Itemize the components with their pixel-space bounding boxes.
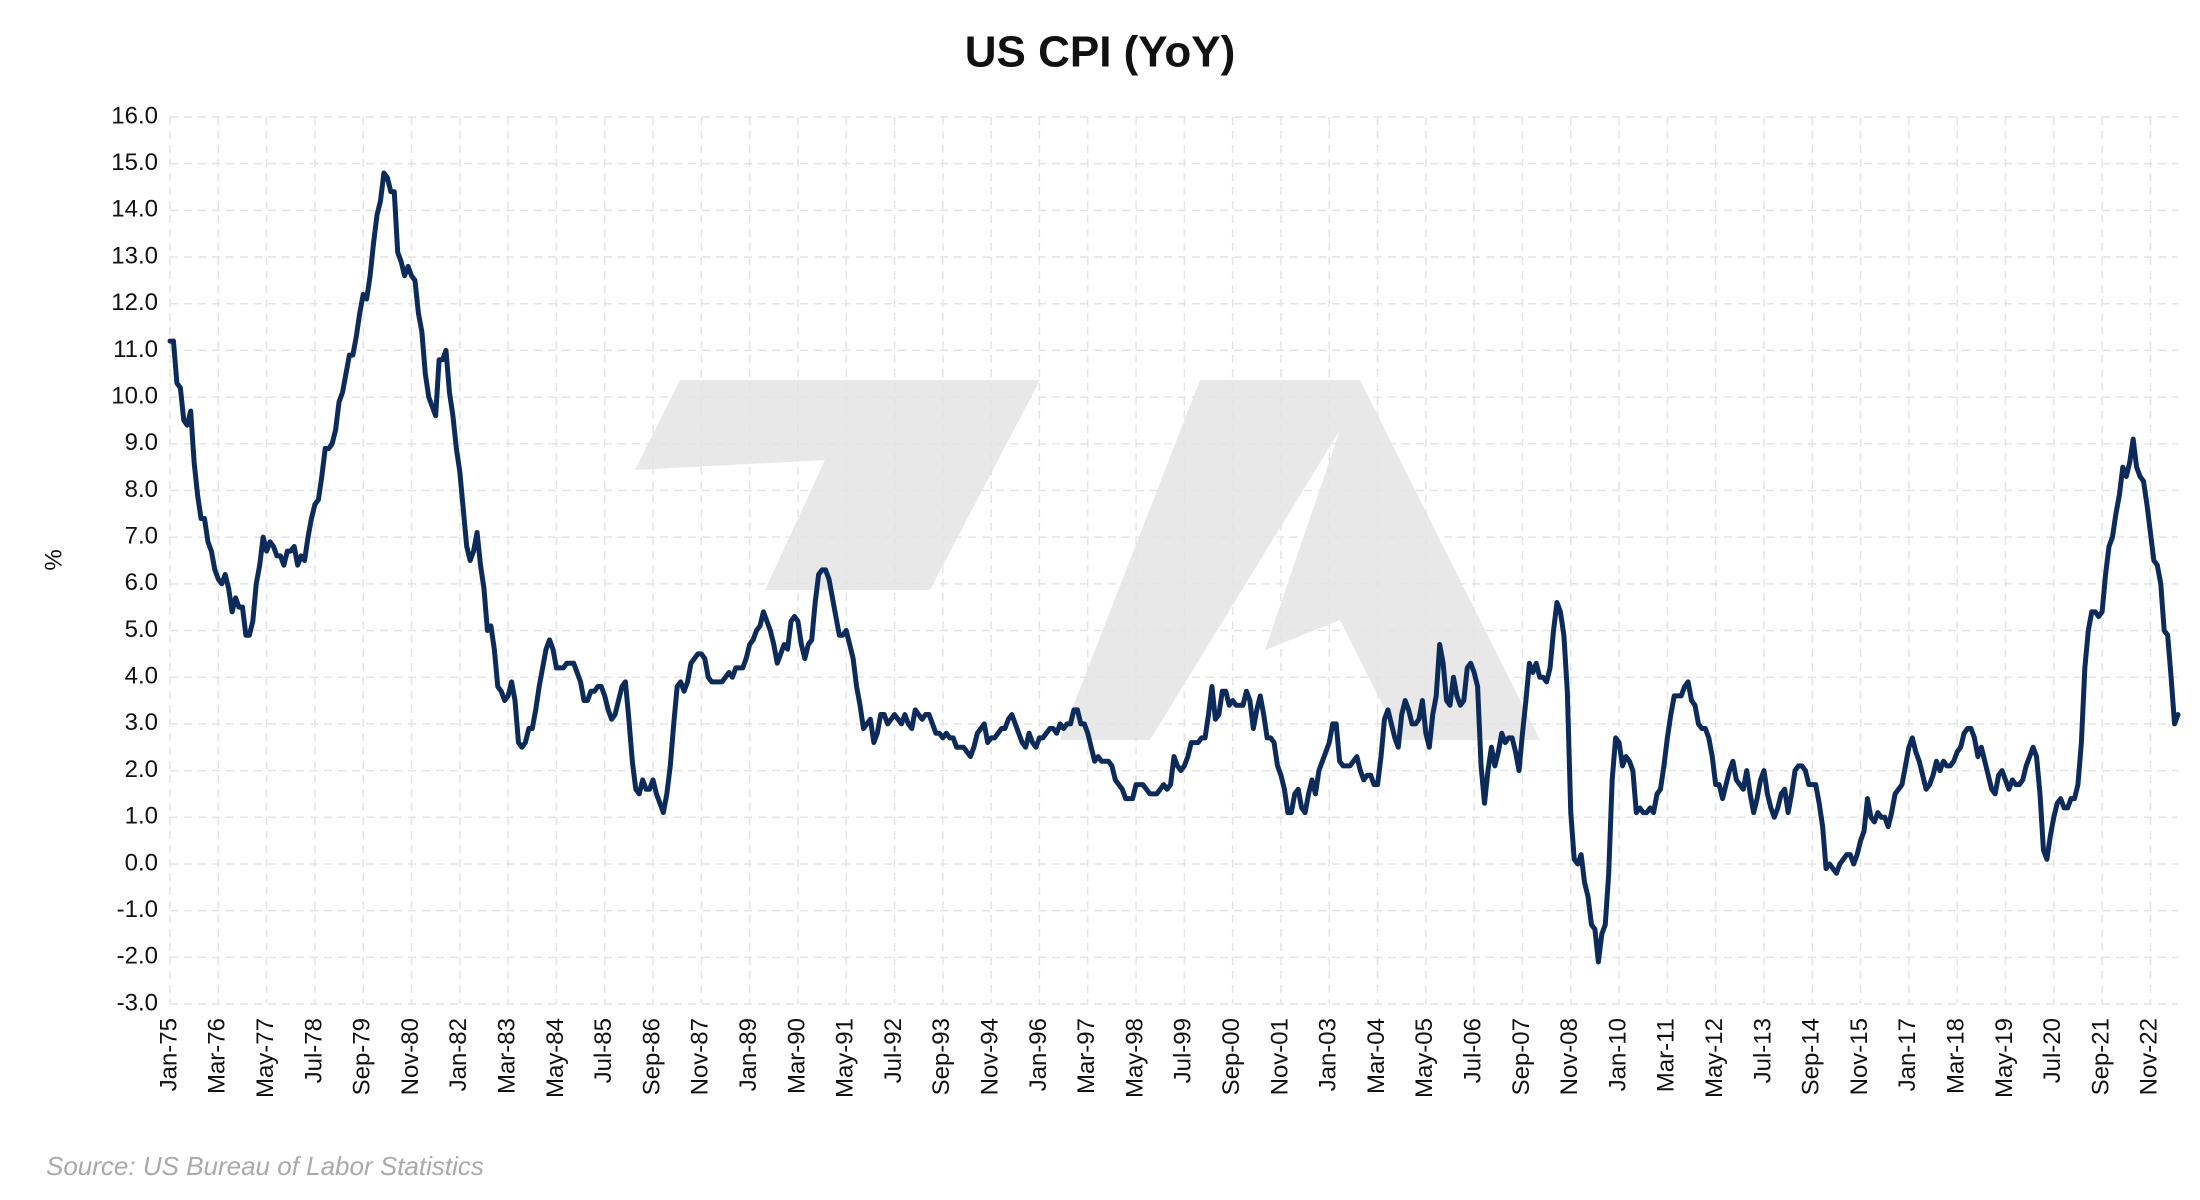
y-tick-label: 13.0 bbox=[111, 242, 158, 269]
x-tick-label: May-77 bbox=[252, 1018, 279, 1098]
x-tick-label: May-98 bbox=[1121, 1018, 1148, 1098]
x-tick-label: Sep-14 bbox=[1798, 1018, 1825, 1095]
x-tick-label: May-12 bbox=[1701, 1018, 1728, 1098]
x-tick-label: Mar-97 bbox=[1073, 1018, 1100, 1094]
x-tick-label: Jan-96 bbox=[1025, 1018, 1052, 1091]
x-tick-label: May-05 bbox=[1411, 1018, 1438, 1098]
watermark bbox=[635, 380, 1540, 740]
x-tick-label: Jul-13 bbox=[1749, 1018, 1776, 1083]
y-tick-label: 7.0 bbox=[125, 523, 158, 550]
x-tick-label: Nov-08 bbox=[1556, 1018, 1583, 1095]
watermark-shape bbox=[635, 380, 1040, 590]
x-tick-label: May-19 bbox=[1991, 1018, 2018, 1098]
y-tick-label: 5.0 bbox=[125, 616, 158, 643]
x-tick-label: Sep-86 bbox=[638, 1018, 665, 1095]
x-tick-label: Jan-89 bbox=[735, 1018, 762, 1091]
x-tick-label: Nov-01 bbox=[1266, 1018, 1293, 1095]
x-tick-label: Jan-10 bbox=[1604, 1018, 1631, 1091]
x-tick-label: Jan-75 bbox=[155, 1018, 182, 1091]
x-tick-label: Jul-92 bbox=[880, 1018, 907, 1083]
x-tick-label: Sep-07 bbox=[1508, 1018, 1535, 1095]
chart-title: US CPI (YoY) bbox=[965, 28, 1236, 77]
y-tick-label: -3.0 bbox=[117, 989, 158, 1016]
x-tick-label: Mar-90 bbox=[783, 1018, 810, 1094]
x-tick-label: Mar-18 bbox=[1943, 1018, 1970, 1094]
source-note: Source: US Bureau of Labor Statistics bbox=[46, 1151, 484, 1181]
x-tick-label: Jan-03 bbox=[1315, 1018, 1342, 1091]
x-tick-label: Nov-87 bbox=[687, 1018, 714, 1095]
x-tick-label: Sep-93 bbox=[928, 1018, 955, 1095]
x-tick-label: Mar-04 bbox=[1363, 1018, 1390, 1094]
x-tick-label: Nov-15 bbox=[1846, 1018, 1873, 1095]
y-tick-label: 9.0 bbox=[125, 429, 158, 456]
x-tick-label: Jan-17 bbox=[1894, 1018, 1921, 1091]
x-tick-label: Jul-78 bbox=[300, 1018, 327, 1083]
x-tick-label: Jan-82 bbox=[445, 1018, 472, 1091]
y-tick-label: 11.0 bbox=[113, 336, 158, 363]
x-tick-label: May-84 bbox=[542, 1018, 569, 1098]
x-tick-label: May-91 bbox=[832, 1018, 859, 1098]
y-tick-label: -2.0 bbox=[117, 943, 158, 970]
x-tick-label: Nov-94 bbox=[976, 1018, 1003, 1095]
cpi-line bbox=[167, 170, 2181, 965]
watermark-shape bbox=[1060, 380, 1540, 740]
grid bbox=[169, 116, 2178, 1005]
x-tick-label: Jul-99 bbox=[1170, 1018, 1197, 1083]
x-tick-label: Jul-20 bbox=[2039, 1018, 2066, 1083]
y-tick-label: 15.0 bbox=[111, 149, 158, 176]
x-tick-label: Sep-21 bbox=[2087, 1018, 2114, 1095]
x-tick-label: Sep-79 bbox=[349, 1018, 376, 1095]
x-tick-label: Jul-85 bbox=[590, 1018, 617, 1083]
x-tick-label: Mar-11 bbox=[1653, 1018, 1680, 1092]
y-tick-label: 12.0 bbox=[111, 289, 158, 316]
y-tick-label: 3.0 bbox=[125, 709, 158, 736]
x-tick-label: Sep-00 bbox=[1218, 1018, 1245, 1095]
x-tick-label: Nov-22 bbox=[2136, 1018, 2163, 1095]
y-axis-label: % bbox=[40, 549, 67, 570]
y-tick-label: 1.0 bbox=[125, 803, 158, 830]
y-tick-label: 8.0 bbox=[125, 476, 158, 503]
x-tick-label: Mar-76 bbox=[204, 1018, 231, 1094]
y-tick-label: 16.0 bbox=[111, 102, 158, 129]
y-tick-label: 0.0 bbox=[125, 849, 158, 876]
y-tick-label: -1.0 bbox=[117, 896, 158, 923]
y-tick-label: 10.0 bbox=[111, 382, 158, 409]
y-tick-label: 14.0 bbox=[111, 196, 158, 223]
x-tick-label: Mar-83 bbox=[493, 1018, 520, 1094]
y-tick-label: 4.0 bbox=[125, 663, 158, 690]
y-tick-label: 6.0 bbox=[125, 569, 158, 596]
x-tick-label: Jul-06 bbox=[1460, 1018, 1487, 1083]
x-tick-label: Nov-80 bbox=[397, 1018, 424, 1095]
y-tick-label: 2.0 bbox=[125, 756, 158, 783]
